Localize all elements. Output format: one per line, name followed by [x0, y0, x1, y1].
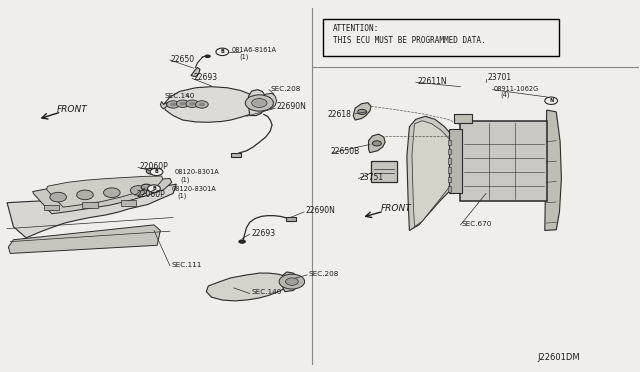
- Text: SEC.140: SEC.140: [251, 289, 282, 295]
- Polygon shape: [353, 103, 371, 120]
- Text: 22060P: 22060P: [140, 162, 168, 171]
- Text: 22650: 22650: [171, 55, 195, 64]
- Circle shape: [238, 239, 246, 244]
- FancyBboxPatch shape: [121, 200, 136, 206]
- Polygon shape: [47, 176, 163, 207]
- FancyBboxPatch shape: [448, 186, 451, 192]
- Text: 22690N: 22690N: [276, 102, 307, 111]
- Circle shape: [195, 101, 208, 108]
- Circle shape: [245, 95, 273, 111]
- Polygon shape: [412, 121, 457, 227]
- Circle shape: [170, 103, 176, 106]
- Polygon shape: [33, 179, 172, 214]
- Circle shape: [216, 48, 228, 55]
- Circle shape: [148, 185, 161, 192]
- FancyBboxPatch shape: [449, 129, 462, 193]
- Text: (1): (1): [180, 176, 190, 183]
- Polygon shape: [191, 67, 200, 77]
- Text: 08120-8301A: 08120-8301A: [172, 186, 216, 192]
- Circle shape: [285, 278, 298, 285]
- Text: 23751: 23751: [360, 173, 384, 182]
- Text: B: B: [152, 186, 156, 191]
- Circle shape: [252, 99, 267, 108]
- Polygon shape: [164, 87, 259, 122]
- Polygon shape: [8, 225, 161, 253]
- FancyBboxPatch shape: [44, 205, 60, 211]
- FancyBboxPatch shape: [371, 161, 397, 182]
- Circle shape: [150, 168, 163, 176]
- Polygon shape: [262, 93, 276, 110]
- Text: 22650B: 22650B: [331, 147, 360, 156]
- Circle shape: [358, 109, 367, 115]
- Text: 22618: 22618: [328, 110, 351, 119]
- Text: 22690N: 22690N: [305, 206, 335, 215]
- Circle shape: [372, 141, 381, 146]
- Circle shape: [204, 54, 211, 58]
- Text: 08120-8301A: 08120-8301A: [174, 169, 219, 175]
- Polygon shape: [545, 110, 561, 231]
- Circle shape: [198, 103, 205, 106]
- Text: 22060P: 22060P: [136, 190, 165, 199]
- FancyBboxPatch shape: [230, 153, 241, 157]
- Text: N: N: [549, 98, 554, 103]
- Circle shape: [186, 100, 198, 108]
- Text: 22693: 22693: [251, 228, 275, 238]
- Text: SEC.111: SEC.111: [172, 262, 202, 267]
- Circle shape: [189, 102, 195, 106]
- FancyBboxPatch shape: [448, 167, 451, 173]
- Circle shape: [545, 97, 557, 105]
- FancyBboxPatch shape: [83, 202, 98, 208]
- Polygon shape: [248, 90, 266, 116]
- Text: FRONT: FRONT: [381, 204, 412, 213]
- Circle shape: [147, 168, 157, 174]
- Text: FRONT: FRONT: [57, 105, 88, 114]
- FancyBboxPatch shape: [461, 121, 547, 201]
- Polygon shape: [369, 134, 385, 153]
- Text: 23701: 23701: [487, 73, 511, 82]
- FancyBboxPatch shape: [323, 19, 559, 56]
- Circle shape: [279, 274, 305, 289]
- Polygon shape: [161, 102, 167, 109]
- Circle shape: [179, 102, 186, 106]
- FancyBboxPatch shape: [454, 114, 472, 123]
- FancyBboxPatch shape: [448, 177, 451, 182]
- Polygon shape: [7, 184, 176, 238]
- Circle shape: [50, 192, 67, 202]
- Text: (1): (1): [239, 54, 248, 60]
- Text: B: B: [220, 49, 224, 54]
- Text: SEC.670: SEC.670: [462, 221, 492, 227]
- Text: (4): (4): [500, 92, 509, 99]
- Text: 22611N: 22611N: [417, 77, 447, 86]
- FancyBboxPatch shape: [448, 140, 451, 145]
- FancyBboxPatch shape: [286, 217, 296, 221]
- Circle shape: [131, 186, 147, 195]
- FancyBboxPatch shape: [448, 149, 451, 154]
- Text: SEC.140: SEC.140: [165, 93, 195, 99]
- Circle shape: [176, 100, 189, 108]
- Text: SEC.208: SEC.208: [308, 271, 339, 277]
- Text: 08911-1062G: 08911-1062G: [493, 86, 539, 92]
- FancyBboxPatch shape: [448, 158, 451, 164]
- Text: SEC.208: SEC.208: [270, 86, 301, 92]
- Text: 081A6-8161A: 081A6-8161A: [232, 47, 277, 53]
- Text: B: B: [155, 169, 158, 174]
- Circle shape: [167, 101, 179, 108]
- Text: J22601DM: J22601DM: [537, 353, 580, 362]
- Polygon shape: [206, 273, 291, 301]
- Circle shape: [141, 184, 152, 190]
- Text: (1): (1): [177, 193, 187, 199]
- Text: ATTENTION:
THIS ECU MUST BE PROGRAMMED DATA.: ATTENTION: THIS ECU MUST BE PROGRAMMED D…: [333, 24, 485, 45]
- Circle shape: [77, 190, 93, 200]
- Text: 22693: 22693: [193, 73, 218, 82]
- Circle shape: [104, 188, 120, 198]
- Polygon shape: [407, 116, 461, 231]
- Polygon shape: [283, 272, 300, 292]
